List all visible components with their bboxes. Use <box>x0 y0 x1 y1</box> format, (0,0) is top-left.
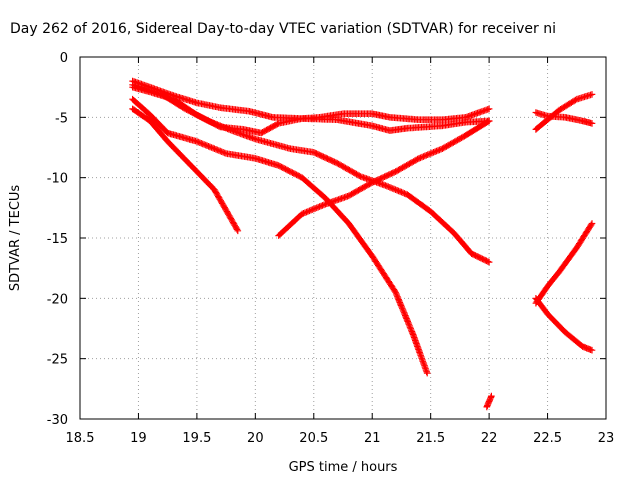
x-tick-label: 22 <box>481 431 498 446</box>
y-tick-label: -25 <box>47 353 68 368</box>
data-series <box>129 77 596 411</box>
x-tick-label: 21 <box>364 431 381 446</box>
axis-ticks: 18.5 19 19.5 20 20.5 21 21.5 22 22.5 23 0 -5 -10 -15 -… <box>47 51 615 446</box>
plot-frame <box>79 56 607 420</box>
y-axis-label: SDTVAR / TECUs <box>8 185 23 292</box>
y-tick-label: -30 <box>47 413 68 428</box>
x-tick-label: 20 <box>247 431 264 446</box>
y-tick-label: -5 <box>55 111 68 126</box>
series-track-9 <box>532 109 596 127</box>
series-track-11 <box>532 220 596 307</box>
y-tick-label: 0 <box>60 51 68 66</box>
series-track-5 <box>129 81 493 266</box>
x-tick-label: 19.5 <box>182 431 211 446</box>
series-track-1 <box>129 77 493 123</box>
series-track-3 <box>129 95 431 377</box>
y-tick-label: -20 <box>47 292 68 307</box>
series-track-4 <box>129 105 242 235</box>
x-tick-label: 18.5 <box>66 431 95 446</box>
x-tick-label: 22.5 <box>533 431 562 446</box>
x-tick-label: 21.5 <box>416 431 445 446</box>
series-track-7 <box>483 392 495 411</box>
y-tick-label: -10 <box>47 172 68 187</box>
x-axis-label: GPS time / hours <box>289 460 398 475</box>
series-track-6 <box>275 117 493 239</box>
x-tick-label: 23 <box>598 431 615 446</box>
chart-title: Day 262 of 2016, Sidereal Day-to-day VTE… <box>10 21 556 37</box>
x-tick-label: 19 <box>130 431 147 446</box>
series-track-10 <box>532 295 596 354</box>
y-tick-label: -15 <box>47 232 68 247</box>
x-tick-label: 20.5 <box>299 431 328 446</box>
